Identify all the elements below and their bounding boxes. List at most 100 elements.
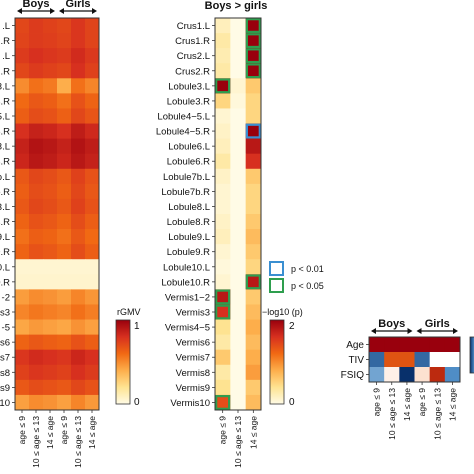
heatmap-cell	[230, 138, 247, 155]
heatmap-cell	[85, 183, 100, 200]
heatmap-cell	[230, 78, 247, 94]
panel-covariate-x-tick-labels: age ≤ 9 10 ≤ age ≤ 13 14 ≤ age age ≤ 9 10 ≤ …	[372, 382, 457, 440]
y-tick-label: 3.R	[0, 217, 10, 228]
y-tick-label: s8	[0, 368, 10, 379]
heatmap-cell	[71, 63, 86, 79]
group-label: Girls	[425, 318, 450, 330]
heatmap-cell	[384, 352, 400, 368]
heatmap-cell	[85, 198, 100, 215]
heatmap-cell	[43, 289, 58, 305]
covariate-colorbar-gradient	[469, 336, 474, 374]
heatmap-cell	[85, 123, 100, 140]
y-tick-label: Vermis1−2	[165, 292, 210, 303]
heatmap-cell	[29, 183, 44, 200]
heatmap-cell	[57, 93, 72, 109]
heatmap-cell	[71, 334, 86, 351]
pvalue-colorbar-min-label: 0	[289, 397, 295, 408]
significance-box	[245, 33, 261, 49]
heatmap-cell	[230, 183, 247, 200]
heatmap-cell	[230, 349, 247, 366]
heatmap-cell	[230, 63, 247, 79]
heatmap-cell	[230, 304, 247, 320]
y-tick-label: Lobule9.L	[168, 232, 210, 243]
heatmap-cell	[29, 138, 44, 155]
heatmap-cell	[245, 78, 262, 94]
heatmap-cell	[215, 78, 231, 94]
heatmap-cell	[57, 123, 72, 140]
heatmap-cell	[230, 18, 247, 34]
group-bracket-right-arrow	[50, 8, 55, 14]
heatmap-cell	[15, 33, 30, 49]
heatmap-cell	[15, 289, 30, 305]
heatmap-cell	[15, 364, 30, 381]
heatmap-cell	[43, 93, 58, 109]
heatmap-cell	[230, 289, 247, 305]
heatmap-cell	[245, 289, 262, 305]
heatmap-cell	[71, 259, 86, 275]
heatmap-cell	[57, 48, 72, 64]
y-tick-label: Lobule8.R	[167, 217, 210, 228]
legend-label-p-005: p < 0.05	[291, 281, 324, 291]
panel-rgmv-frame	[14, 17, 100, 411]
heatmap-cell	[230, 364, 247, 381]
heatmap-cell	[444, 367, 461, 383]
heatmap-cell	[215, 93, 231, 109]
heatmap-cell	[71, 138, 86, 155]
legend-swatch-p-005	[269, 278, 284, 293]
y-tick-label: Crus2.R	[175, 66, 210, 77]
y-tick-label: Lobule3.R	[167, 96, 210, 107]
y-tick-label: o.L	[0, 172, 10, 183]
heatmap-cell	[15, 379, 30, 396]
heatmap-cell	[43, 18, 58, 34]
pvalue-colorbar-max-label: 2	[289, 321, 295, 332]
heatmap-cell	[399, 337, 415, 353]
heatmap-cell	[29, 168, 44, 185]
heatmap-cell	[57, 334, 72, 351]
heatmap-cell	[230, 334, 247, 351]
heatmap-cell	[85, 289, 100, 305]
y-tick-label: Lobule7b.L	[163, 172, 210, 183]
x-tick-label: age ≤ 9	[372, 388, 382, 417]
heatmap-cell	[15, 48, 30, 64]
heatmap-cell	[57, 319, 72, 336]
heatmap-cell	[245, 259, 262, 275]
legend-label-p-001: p < 0.01	[291, 264, 324, 274]
y-tick-label: TIV	[348, 355, 364, 366]
x-tick-label: 10 ≤ age ≤ 13	[387, 388, 397, 440]
significance-legend: p < 0.01 p < 0.05	[269, 261, 324, 293]
heatmap-cell	[71, 33, 86, 49]
group-bracket-left-arrow	[371, 328, 376, 334]
heatmap-cell	[57, 304, 72, 320]
heatmap-cell	[230, 379, 247, 396]
x-tick-label: 10 ≤ age ≤ 13	[233, 416, 243, 468]
panel-rgmv-y-tick-labels: .L .R .L .R 3.L 3.R 5.L 5.R 3.L 3.R o.L o.R 3.L 3.R 9.…	[0, 21, 15, 409]
y-tick-label: Vermis7	[176, 353, 210, 364]
heatmap-cell	[245, 63, 262, 79]
heatmap-cell	[15, 304, 30, 320]
x-tick-label: age ≤ 9	[417, 388, 427, 417]
y-tick-label: Lobule3.L	[168, 81, 210, 92]
heatmap-cell	[15, 244, 30, 260]
heatmap-cell	[71, 304, 86, 320]
y-tick-label: 0.L	[0, 262, 10, 273]
group-label: Girls	[65, 0, 90, 10]
heatmap-cell	[215, 123, 231, 140]
heatmap-cell	[71, 48, 86, 64]
heatmap-cell	[15, 93, 30, 109]
panel-covariate-cells	[369, 337, 461, 383]
heatmap-cell	[15, 229, 30, 245]
y-tick-label: o.R	[0, 187, 10, 198]
heatmap-cell	[43, 123, 58, 140]
y-tick-label: Crus1.L	[177, 21, 210, 32]
y-tick-label: 3.R	[0, 157, 10, 168]
group-bracket-left-arrow	[59, 8, 64, 14]
heatmap-cell	[29, 108, 44, 124]
rgmv-colorbar-label: rGMV	[117, 307, 141, 317]
panel-sex-difference-y-tick-labels: Crus1.L Crus1.R Crus2.L Crus2.R Lobule3.L Lob…	[156, 21, 215, 409]
group-bracket-right-arrow	[453, 328, 458, 334]
heatmap-cell	[429, 367, 446, 383]
heatmap-cell	[43, 63, 58, 79]
heatmap-cell	[29, 214, 44, 230]
significance-box	[245, 18, 261, 33]
heatmap-cell	[245, 319, 262, 336]
